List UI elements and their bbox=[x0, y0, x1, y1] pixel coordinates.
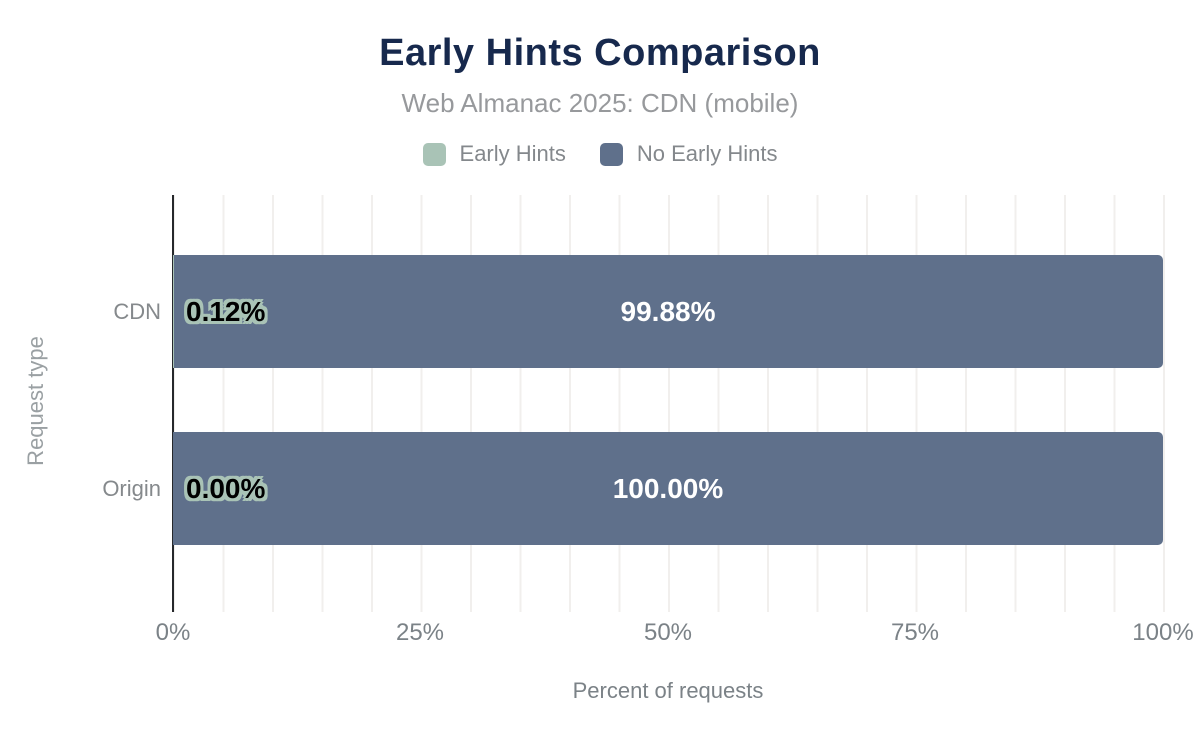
bar-segment-cdn-early-hints[interactable] bbox=[173, 255, 175, 368]
x-tick-label-75: 75% bbox=[890, 619, 940, 646]
y-axis-line bbox=[172, 195, 174, 612]
bar-value-label-cdn-early-hints: 0.12% bbox=[186, 295, 266, 327]
y-category-label-origin: Origin bbox=[102, 476, 161, 501]
x-tick-label-50: 50% bbox=[643, 619, 693, 646]
plot-area: 0.12% 99.88% 0.00% 100.00% bbox=[172, 195, 1165, 612]
bar-row-cdn: 0.12% 99.88% bbox=[173, 255, 1163, 368]
legend: Early Hints No Early Hints bbox=[0, 141, 1200, 167]
bar-value-label-cdn-no-early-hints: 99.88% bbox=[620, 295, 716, 327]
chart-title: Early Hints Comparison bbox=[379, 32, 821, 74]
bar-value-label-origin-early-hints: 0.00% bbox=[186, 472, 266, 504]
x-tick-label-25: 25% bbox=[395, 619, 445, 646]
bar-segment-cdn-no-early-hints[interactable] bbox=[174, 255, 1163, 368]
x-axis-title: Percent of requests bbox=[572, 678, 764, 703]
legend-item-early-hints[interactable]: Early Hints bbox=[422, 141, 566, 167]
x-tick-label-0: 0% bbox=[155, 619, 191, 646]
y-category-label-cdn: CDN bbox=[113, 299, 161, 324]
bar-segment-origin-no-early-hints[interactable] bbox=[173, 432, 1163, 545]
legend-label-no-early-hints: No Early Hints bbox=[636, 141, 778, 166]
chart-subtitle: Web Almanac 2025: CDN (mobile) bbox=[401, 88, 799, 118]
bar-value-label-origin-no-early-hints: 100.00% bbox=[612, 472, 724, 504]
legend-item-no-early-hints[interactable]: No Early Hints bbox=[599, 141, 778, 167]
legend-swatch-early-hints-icon bbox=[422, 142, 446, 166]
legend-swatch-no-early-hints-icon bbox=[599, 142, 623, 166]
y-axis-title: Request type bbox=[23, 336, 48, 466]
bar-row-origin: 0.00% 100.00% bbox=[173, 432, 1163, 545]
legend-label-early-hints: Early Hints bbox=[459, 141, 566, 166]
x-tick-label-100: 100% bbox=[1132, 619, 1194, 646]
